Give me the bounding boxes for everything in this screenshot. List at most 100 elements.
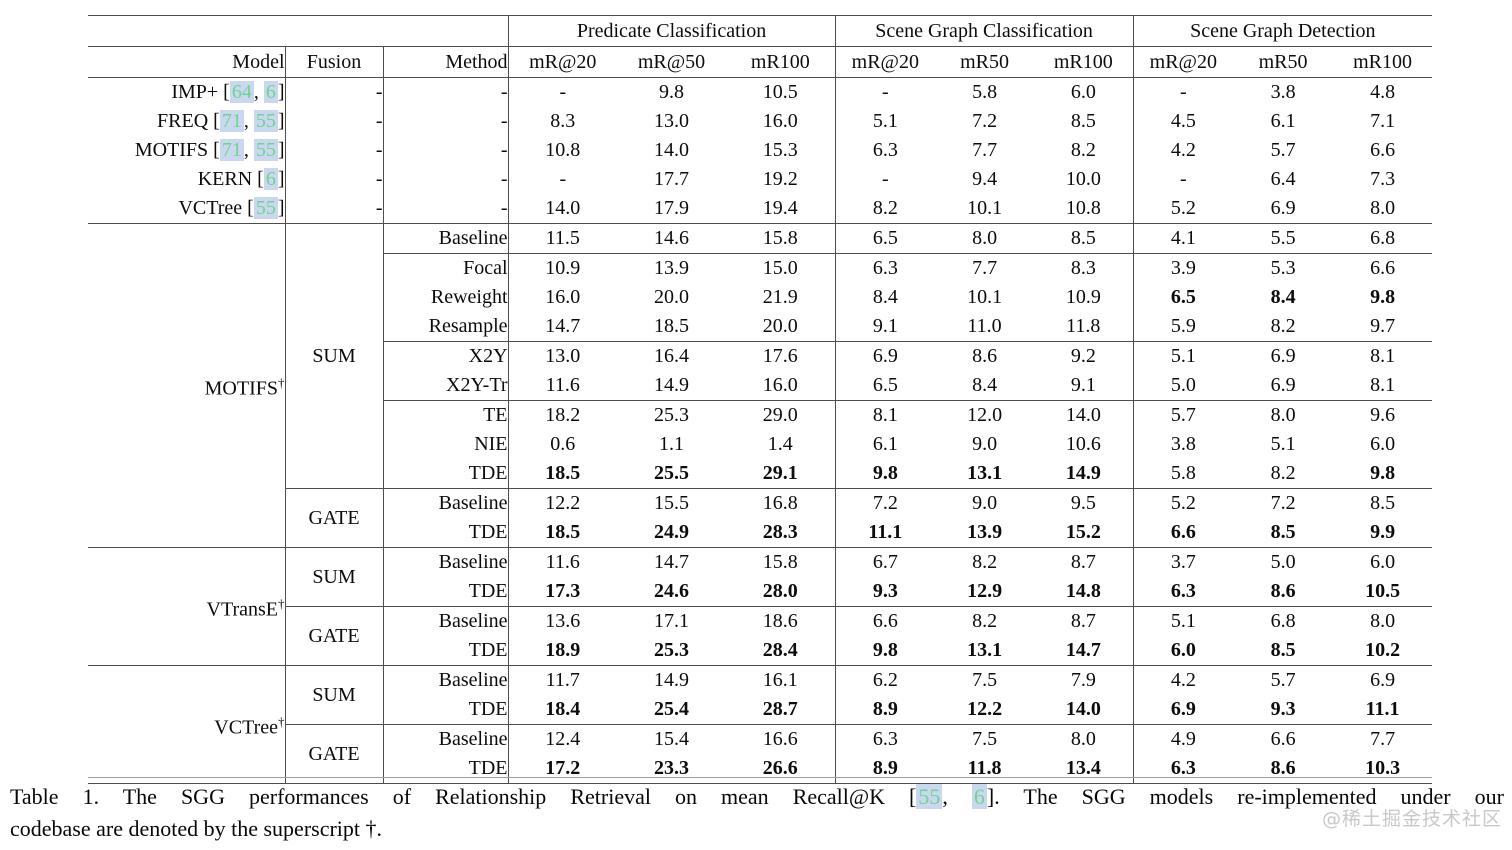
metric-cell: 13.4 bbox=[1034, 754, 1134, 784]
metric-cell: 14.0 bbox=[1034, 400, 1134, 430]
metric-cell: 8.0 bbox=[1270, 404, 1296, 426]
metric-cell: 8.4 bbox=[872, 286, 898, 308]
fusion-cell: GATE bbox=[285, 606, 384, 666]
model-cell: FREQ [71, 55] bbox=[88, 107, 286, 136]
metric-cell: 18.4 bbox=[508, 695, 618, 725]
dagger-mark: † bbox=[278, 595, 285, 611]
method-cell: - bbox=[383, 194, 509, 224]
dagger-mark: † bbox=[278, 713, 285, 729]
method-cell: TDE bbox=[383, 636, 509, 666]
metric-cell: 6.6 bbox=[1370, 139, 1396, 161]
fusion-cell: - bbox=[285, 165, 384, 194]
metric-cell: 6.6 bbox=[1270, 728, 1296, 750]
model-cell: IMP+ [64, 6] bbox=[88, 77, 286, 107]
table-row: TDE 17.2 23.3 26.6 8.9 11.8 13.4 6.3 8.6 10.3 bbox=[88, 754, 1433, 784]
metric-cell: 8.9 bbox=[835, 695, 936, 725]
metric-cell: 12.4 bbox=[545, 728, 581, 750]
fusion-cell: GATE bbox=[285, 724, 384, 784]
metric-cell: 8.2 bbox=[1233, 459, 1334, 489]
metric-cell: 6.1 bbox=[872, 433, 898, 455]
metric-cell: 8.7 bbox=[1034, 547, 1134, 577]
metric-cell: 15.5 bbox=[654, 492, 690, 514]
metric-cell: 18.6 bbox=[726, 606, 836, 636]
metric-cell: 16.1 bbox=[726, 665, 836, 695]
citation-ref: 55 bbox=[916, 784, 943, 809]
metric-cell: 6.0 bbox=[1370, 551, 1396, 573]
metric-cell: 14.9 bbox=[617, 371, 727, 401]
metric-cell: 8.0 bbox=[1333, 194, 1433, 224]
metric-cell: 8.1 bbox=[1333, 371, 1433, 401]
metric-cell: 21.9 bbox=[726, 283, 836, 312]
metric-cell: 14.8 bbox=[1034, 577, 1134, 607]
metric-cell: 7.7 bbox=[972, 139, 998, 161]
metric-cell: 6.7 bbox=[872, 551, 898, 573]
table-row: TDE 18.5 25.5 29.1 9.8 13.1 14.9 5.8 8.2 9.8 bbox=[88, 459, 1433, 489]
caption-line-2: codebase are denoted by the superscript … bbox=[10, 816, 383, 841]
metric-cell: 5.0 bbox=[1133, 371, 1234, 401]
metric-cell: 14.9 bbox=[654, 669, 690, 691]
metric-cell: 1.1 bbox=[659, 433, 685, 455]
metric-cell: 9.8 bbox=[835, 459, 936, 489]
method-cell: Baseline bbox=[383, 724, 509, 754]
metric-cell: 5.1 bbox=[1270, 433, 1296, 455]
metric-cell: 18.9 bbox=[508, 636, 618, 666]
method-cell: TDE bbox=[383, 754, 509, 784]
table-row: X2Y-Tr 11.6 14.9 16.0 6.5 8.4 9.1 5.0 6.9 8.1 bbox=[88, 371, 1433, 401]
metric-cell: 8.7 bbox=[1034, 606, 1134, 636]
col-header-mr50: mR50 bbox=[1233, 46, 1334, 78]
metric-cell: 6.3 bbox=[1133, 754, 1234, 784]
method-cell: Reweight bbox=[383, 283, 509, 312]
metric-cell: 6.8 bbox=[1270, 610, 1296, 632]
table-row: VTransE† SUM Baseline 11.6 14.7 15.8 6.7 8.2 8.7… bbox=[88, 547, 1432, 666]
metric-cell: 13.9 bbox=[935, 518, 1035, 548]
metric-cell: 17.3 bbox=[508, 577, 618, 607]
method-cell: TDE bbox=[383, 459, 509, 489]
metric-cell: 7.5 bbox=[972, 728, 998, 750]
results-table: Predicate Classification Scene Graph Cla… bbox=[88, 15, 1433, 784]
metric-cell: 13.1 bbox=[935, 459, 1035, 489]
metric-cell: 6.3 bbox=[872, 139, 898, 161]
metric-cell: 16.0 bbox=[726, 371, 836, 401]
metric-cell: 11.7 bbox=[545, 669, 580, 691]
group-header-scene-graph-classification: Scene Graph Classification bbox=[835, 15, 1134, 47]
table-row: TE 18.2 25.3 29.0 8.1 12.0 14.0 5.7 8.0 9.6 bbox=[88, 400, 1432, 430]
col-header-method: Method bbox=[383, 46, 509, 78]
metric-cell: 8.3 bbox=[1034, 253, 1134, 283]
metric-cell: 14.0 bbox=[1034, 695, 1134, 725]
metric-cell: 5.3 bbox=[1270, 257, 1296, 279]
table-row: Reweight 16.0 20.0 21.9 8.4 10.1 10.9 6.5 8.4 9.8 bbox=[88, 283, 1432, 312]
metric-cell: 0.6 bbox=[550, 433, 576, 455]
fusion-cell: - bbox=[285, 194, 384, 224]
caption-line-1: Table 1. The SGG performances of Relatio… bbox=[10, 784, 1504, 809]
metric-cell: 13.0 bbox=[654, 110, 690, 132]
metric-cell: 5.7 bbox=[1270, 669, 1296, 691]
col-header-mr20: mR@20 bbox=[1133, 46, 1234, 78]
metric-cell: 6.3 bbox=[1133, 577, 1234, 607]
citation-ref: 71 bbox=[219, 110, 244, 132]
metric-cell: 10.1 bbox=[935, 194, 1035, 224]
metric-cell: 15.0 bbox=[726, 253, 836, 283]
metric-cell: 10.6 bbox=[1034, 430, 1134, 459]
metric-cell: 4.8 bbox=[1370, 81, 1396, 103]
metric-cell: 14.6 bbox=[617, 223, 727, 254]
metric-cell: 8.0 bbox=[1034, 724, 1134, 754]
table-row: GATE Baseline 12.2 15.5 16.8 7.2 9.0 9.5 5.2 7.2 8… bbox=[88, 488, 1432, 548]
metric-cell: 8.4 bbox=[1270, 286, 1296, 308]
metric-cell: 5.7 bbox=[1270, 139, 1296, 161]
method-cell: Baseline bbox=[383, 606, 509, 636]
col-header-mr100: mR100 bbox=[1333, 46, 1433, 78]
metric-cell: 17.6 bbox=[726, 341, 836, 371]
citation-ref: 64 bbox=[229, 81, 254, 103]
metric-cell: 13.1 bbox=[935, 636, 1035, 666]
metric-cell: 15.3 bbox=[726, 136, 836, 165]
metric-cell: 8.9 bbox=[835, 754, 936, 784]
metric-cell: 7.9 bbox=[1034, 665, 1134, 695]
metric-cell: 7.5 bbox=[972, 669, 998, 691]
method-cell: Focal bbox=[383, 253, 509, 283]
metric-cell: 9.5 bbox=[1034, 488, 1134, 518]
metric-cell: 10.9 bbox=[1034, 283, 1134, 312]
group-header-scene-graph-detection: Scene Graph Detection bbox=[1133, 15, 1433, 47]
metric-cell: 9.6 bbox=[1370, 404, 1396, 426]
metric-cell: 5.2 bbox=[1133, 194, 1234, 224]
col-header-mr100: mR100 bbox=[726, 46, 836, 78]
